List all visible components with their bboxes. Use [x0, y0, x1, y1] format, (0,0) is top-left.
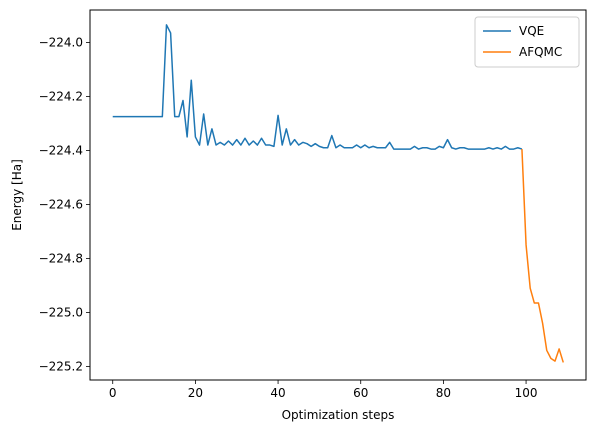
series-line-afqmc [521, 149, 564, 363]
legend: VQE AFQMC [474, 16, 580, 68]
y-tick-label: −224.6 [39, 197, 83, 211]
x-tick-label: 80 [436, 386, 451, 400]
x-tick-label: 60 [353, 386, 368, 400]
x-axis: 0 20 40 60 80 100 [109, 380, 538, 400]
y-axis: −224.0 −224.2 −224.4 −224.6 −224.8 −225.0 −225… [39, 35, 90, 373]
y-tick-label: −224.2 [39, 89, 83, 103]
series-layer [112, 24, 564, 363]
legend-frame [474, 16, 580, 68]
legend-label-vqe: VQE [519, 24, 544, 38]
y-tick-label: −224.4 [39, 143, 83, 157]
x-axis-label: Optimization steps [282, 408, 395, 422]
series-line-vqe [112, 24, 523, 150]
y-tick-label: −224.0 [39, 35, 83, 49]
x-tick-label: 40 [270, 386, 285, 400]
y-tick-label: −224.8 [39, 251, 83, 265]
x-tick-label: 20 [188, 386, 203, 400]
x-tick-label: 100 [515, 386, 538, 400]
y-tick-label: −225.2 [39, 359, 83, 373]
y-axis-label: Energy [Ha] [10, 159, 24, 231]
legend-label-afqmc: AFQMC [519, 45, 562, 59]
y-tick-label: −225.0 [39, 305, 83, 319]
x-tick-label: 0 [109, 386, 117, 400]
